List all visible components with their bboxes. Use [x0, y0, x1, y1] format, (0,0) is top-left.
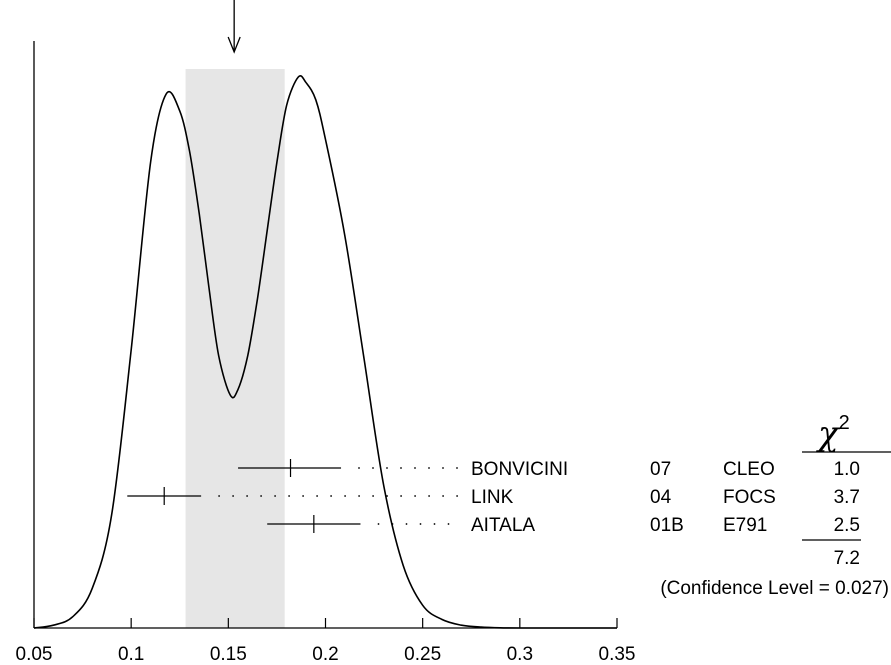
confidence-band	[185, 69, 285, 628]
leader-dot	[372, 495, 374, 497]
leader-dot	[442, 467, 444, 469]
leader-dot	[428, 467, 430, 469]
chi2-symbol: χ	[816, 414, 841, 454]
confidence-level: (Confidence Level = 0.027)	[660, 578, 889, 599]
leader-dot	[442, 495, 444, 497]
leader-dot	[400, 495, 402, 497]
ideogram-curve	[33, 75, 617, 629]
leader-dot	[246, 495, 249, 497]
measurement-author: BONVICINI	[471, 459, 568, 480]
measurement-experiment: FOCS	[723, 487, 776, 508]
chi2-total: 7.2	[834, 548, 860, 569]
leader-dot	[447, 523, 450, 525]
chi2-header: χ2	[816, 412, 850, 454]
leader-dot	[386, 467, 388, 469]
measurement-author: LINK	[471, 487, 514, 508]
leader-dot	[377, 523, 380, 525]
x-tick-label: 0.3	[507, 644, 533, 665]
leader-dot	[414, 495, 416, 497]
measurement-year: 04	[650, 487, 672, 508]
x-tick-label: 0.1	[118, 644, 144, 665]
leader-dot	[419, 523, 422, 525]
measurement-experiment: E791	[723, 515, 767, 536]
x-tick-label: 0.25	[404, 644, 441, 665]
leader-dot	[232, 495, 235, 497]
measurement-chi2: 1.0	[834, 459, 860, 480]
measurement-row: BONVICINI 07 CLEO 1.0	[238, 459, 860, 480]
leader-dot	[358, 495, 360, 497]
leader-dot	[302, 495, 304, 497]
leader-dot	[288, 495, 290, 497]
leader-dot	[372, 467, 374, 469]
leader-dot	[344, 495, 346, 497]
measurement-row: LINK 04 FOCS 3.7	[127, 487, 860, 508]
average-arrow	[227, 0, 241, 54]
leader-dot	[358, 467, 360, 469]
leader-dot	[218, 495, 221, 497]
leader-dot	[316, 495, 318, 497]
measurement-year: 07	[650, 459, 671, 480]
leader-dot	[433, 523, 436, 525]
measurement-row: AITALA 01B E791 2.5	[267, 515, 860, 536]
x-tick-label: 0.35	[599, 644, 636, 665]
measurement-chi2: 3.7	[834, 487, 860, 508]
leader-dot	[330, 495, 332, 497]
leader-dot	[274, 495, 276, 497]
leader-dot	[456, 495, 458, 497]
x-tick-label: 0.15	[210, 644, 247, 665]
leader-dot	[428, 495, 430, 497]
leader-dot	[260, 495, 262, 497]
leader-dot	[400, 467, 402, 469]
leader-dot	[405, 523, 408, 525]
leader-dot	[414, 467, 416, 469]
leader-dot	[456, 467, 458, 469]
measurement-year: 01B	[650, 515, 684, 536]
measurement-author: AITALA	[471, 515, 535, 536]
x-tick-label: 0.05	[16, 644, 53, 665]
leader-dot	[386, 495, 388, 497]
x-tick-label: 0.2	[312, 644, 338, 665]
leader-dot	[391, 523, 394, 525]
measurement-chi2: 2.5	[834, 515, 860, 536]
measurement-experiment: CLEO	[723, 459, 775, 480]
chi2-exponent: 2	[839, 412, 850, 434]
